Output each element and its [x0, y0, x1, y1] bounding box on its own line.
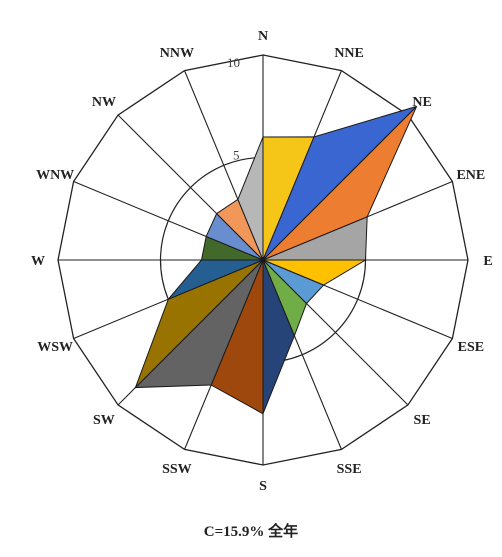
direction-label-se: SE: [414, 413, 431, 428]
direction-labels: N NNE NE ENE E ESE SE SSE S SSW SW WSW W WNW NW NNW: [31, 29, 493, 494]
tick-label-10: 10: [227, 55, 240, 70]
direction-label-ene: ENE: [456, 168, 485, 183]
wedge-nnw: [237, 136, 264, 261]
direction-label-e: E: [483, 254, 492, 269]
chart-caption: C=15.9% 全年: [203, 524, 299, 540]
wedge-group: [134, 105, 418, 415]
direction-label-n: N: [258, 29, 268, 44]
direction-label-w: W: [31, 254, 45, 269]
direction-label-wsw: WSW: [37, 340, 73, 355]
direction-label-nne: NNE: [334, 46, 364, 61]
direction-label-ese: ESE: [458, 340, 484, 355]
direction-label-ne: NE: [412, 95, 431, 110]
direction-label-sse: SSE: [337, 462, 362, 477]
direction-label-sw: SW: [93, 413, 115, 428]
direction-label-wnw: WNW: [36, 168, 74, 183]
direction-label-nw: NW: [92, 95, 116, 110]
tick-label-5: 5: [233, 148, 240, 163]
direction-label-nnw: NNW: [160, 46, 194, 61]
direction-label-s: S: [259, 479, 267, 494]
direction-label-ssw: SSW: [162, 462, 192, 477]
